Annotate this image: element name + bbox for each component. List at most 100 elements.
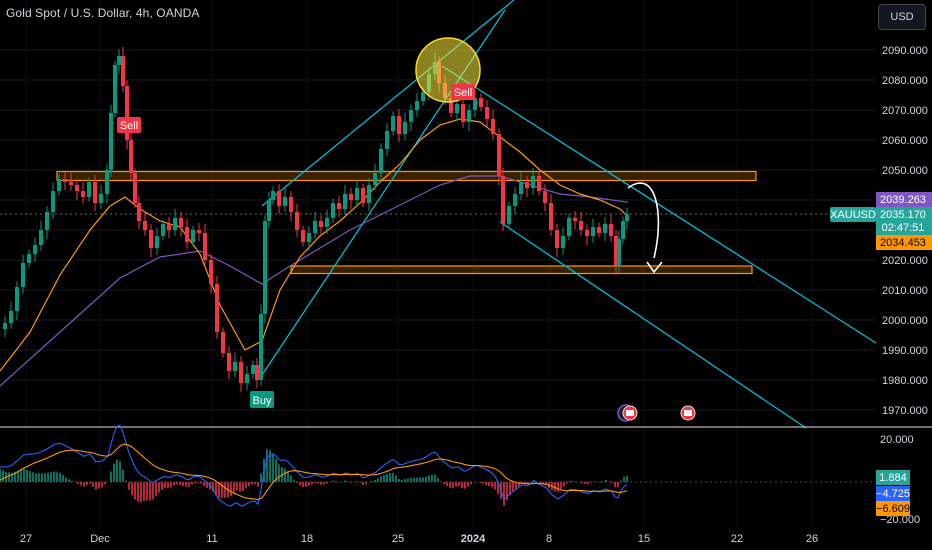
candle-body <box>449 98 453 113</box>
macd-line <box>0 424 628 507</box>
time-tick-label: 11 <box>206 533 217 545</box>
ma-orange-line <box>0 118 629 372</box>
candle-body <box>473 98 477 110</box>
candle-body <box>391 116 395 131</box>
descending-channel-lower[interactable] <box>499 221 807 429</box>
candle-body <box>591 227 595 236</box>
chart-title: Gold Spot / U.S. Dollar, 4h, OANDA <box>6 6 200 20</box>
channel-upper-line[interactable] <box>261 0 520 207</box>
candle-body <box>39 230 43 245</box>
candle-body <box>597 227 601 233</box>
price-tick-label: 2010.000 <box>882 285 928 297</box>
candle-body <box>579 221 583 230</box>
osc-axis-top: 20.000 <box>880 434 914 446</box>
support-zone[interactable] <box>290 265 753 275</box>
price-tick-label: 2090.000 <box>882 45 928 57</box>
osc-tag-signal: −6.609 <box>876 501 910 516</box>
candle-body <box>325 218 329 227</box>
time-axis[interactable]: 27 Dec 11 18 25 2024 8 15 22 26 <box>20 533 818 545</box>
candle-body <box>259 314 263 380</box>
signal-label: Sell <box>454 87 472 99</box>
candle-body <box>349 194 353 200</box>
price-tick-label: 2020.000 <box>882 255 928 267</box>
candle-body <box>197 230 201 233</box>
candle-body <box>531 176 535 188</box>
candle-body <box>609 224 613 236</box>
ma-upper-price-tag: 2039.263 <box>876 192 932 207</box>
candle-body <box>271 191 275 200</box>
candle-body <box>221 332 225 353</box>
currency-button[interactable]: USD <box>878 4 926 30</box>
buy-signal[interactable]: Buy <box>250 391 274 408</box>
candle-body <box>479 98 483 107</box>
signal-label: Buy <box>253 395 272 407</box>
candle-body <box>113 65 117 113</box>
price-tick-label: 2050.000 <box>882 165 928 177</box>
time-tick-label: 15 <box>638 533 650 545</box>
candle-body <box>173 218 177 230</box>
candle-body <box>45 212 49 230</box>
candle-body <box>277 191 281 206</box>
sell-signal-1[interactable]: Sell <box>117 117 141 133</box>
grid <box>0 0 876 527</box>
candle-body <box>255 365 259 380</box>
candle-body <box>105 170 109 194</box>
candle-body <box>455 104 459 113</box>
descending-channel-upper[interactable] <box>441 65 877 344</box>
candle-body <box>63 179 67 182</box>
candle-body <box>203 233 207 260</box>
candle-body <box>537 176 541 191</box>
candle-body <box>614 236 618 266</box>
candle-body <box>507 206 511 224</box>
oscillator-panel <box>0 424 628 507</box>
candle-body <box>233 362 237 371</box>
candle-body <box>191 230 195 242</box>
candle-body <box>109 113 113 170</box>
last-price-tag: XAUUSD 2035.170 02:47:51 <box>830 207 932 235</box>
osc-signal-value: −6.609 <box>876 503 910 515</box>
candle-body <box>33 245 37 254</box>
candle-body <box>301 230 305 242</box>
us-event-flag-icon[interactable] <box>680 405 696 421</box>
osc-axis-bottom: −20.000 <box>880 514 920 526</box>
candle-body <box>283 197 287 206</box>
candle-body <box>485 107 489 119</box>
price-tick-label: 2080.000 <box>882 75 928 87</box>
forecast-arrow[interactable] <box>627 182 660 259</box>
candle-body <box>215 284 219 332</box>
candle-body <box>3 323 7 329</box>
candle-body <box>497 134 501 176</box>
candle-body <box>555 230 559 248</box>
candle-body <box>27 254 31 263</box>
candle-body <box>331 203 335 218</box>
candle-body <box>513 194 517 206</box>
candle-body <box>361 188 365 203</box>
candle-body <box>121 56 125 86</box>
candle-body <box>307 233 311 242</box>
candle-body <box>117 56 121 65</box>
osc-tag-histogram: 1.884 <box>876 470 910 485</box>
candle-body <box>543 191 547 203</box>
candle-body <box>525 182 529 188</box>
candle-body <box>263 221 267 314</box>
candle-body <box>245 374 249 383</box>
resistance-zone[interactable] <box>56 170 757 182</box>
candle-body <box>585 230 589 236</box>
candle-body <box>21 263 25 287</box>
candle-body <box>403 122 407 134</box>
candle-body <box>549 203 553 230</box>
candle-body <box>397 116 401 134</box>
us-event-flag-icon[interactable] <box>617 404 638 422</box>
candle-body <box>227 353 231 371</box>
time-tick-label: 25 <box>392 533 404 545</box>
candle-body <box>603 224 607 233</box>
sell-signal-2[interactable]: Sell <box>451 84 475 100</box>
osc-macd-value: −4.725 <box>876 488 910 500</box>
osc-histogram-value: 1.884 <box>879 472 907 484</box>
candle-body <box>567 218 571 236</box>
candle-body <box>267 200 271 221</box>
candle-body <box>251 365 255 374</box>
bar-countdown: 02:47:51 <box>882 222 925 234</box>
candle-body <box>93 182 97 203</box>
